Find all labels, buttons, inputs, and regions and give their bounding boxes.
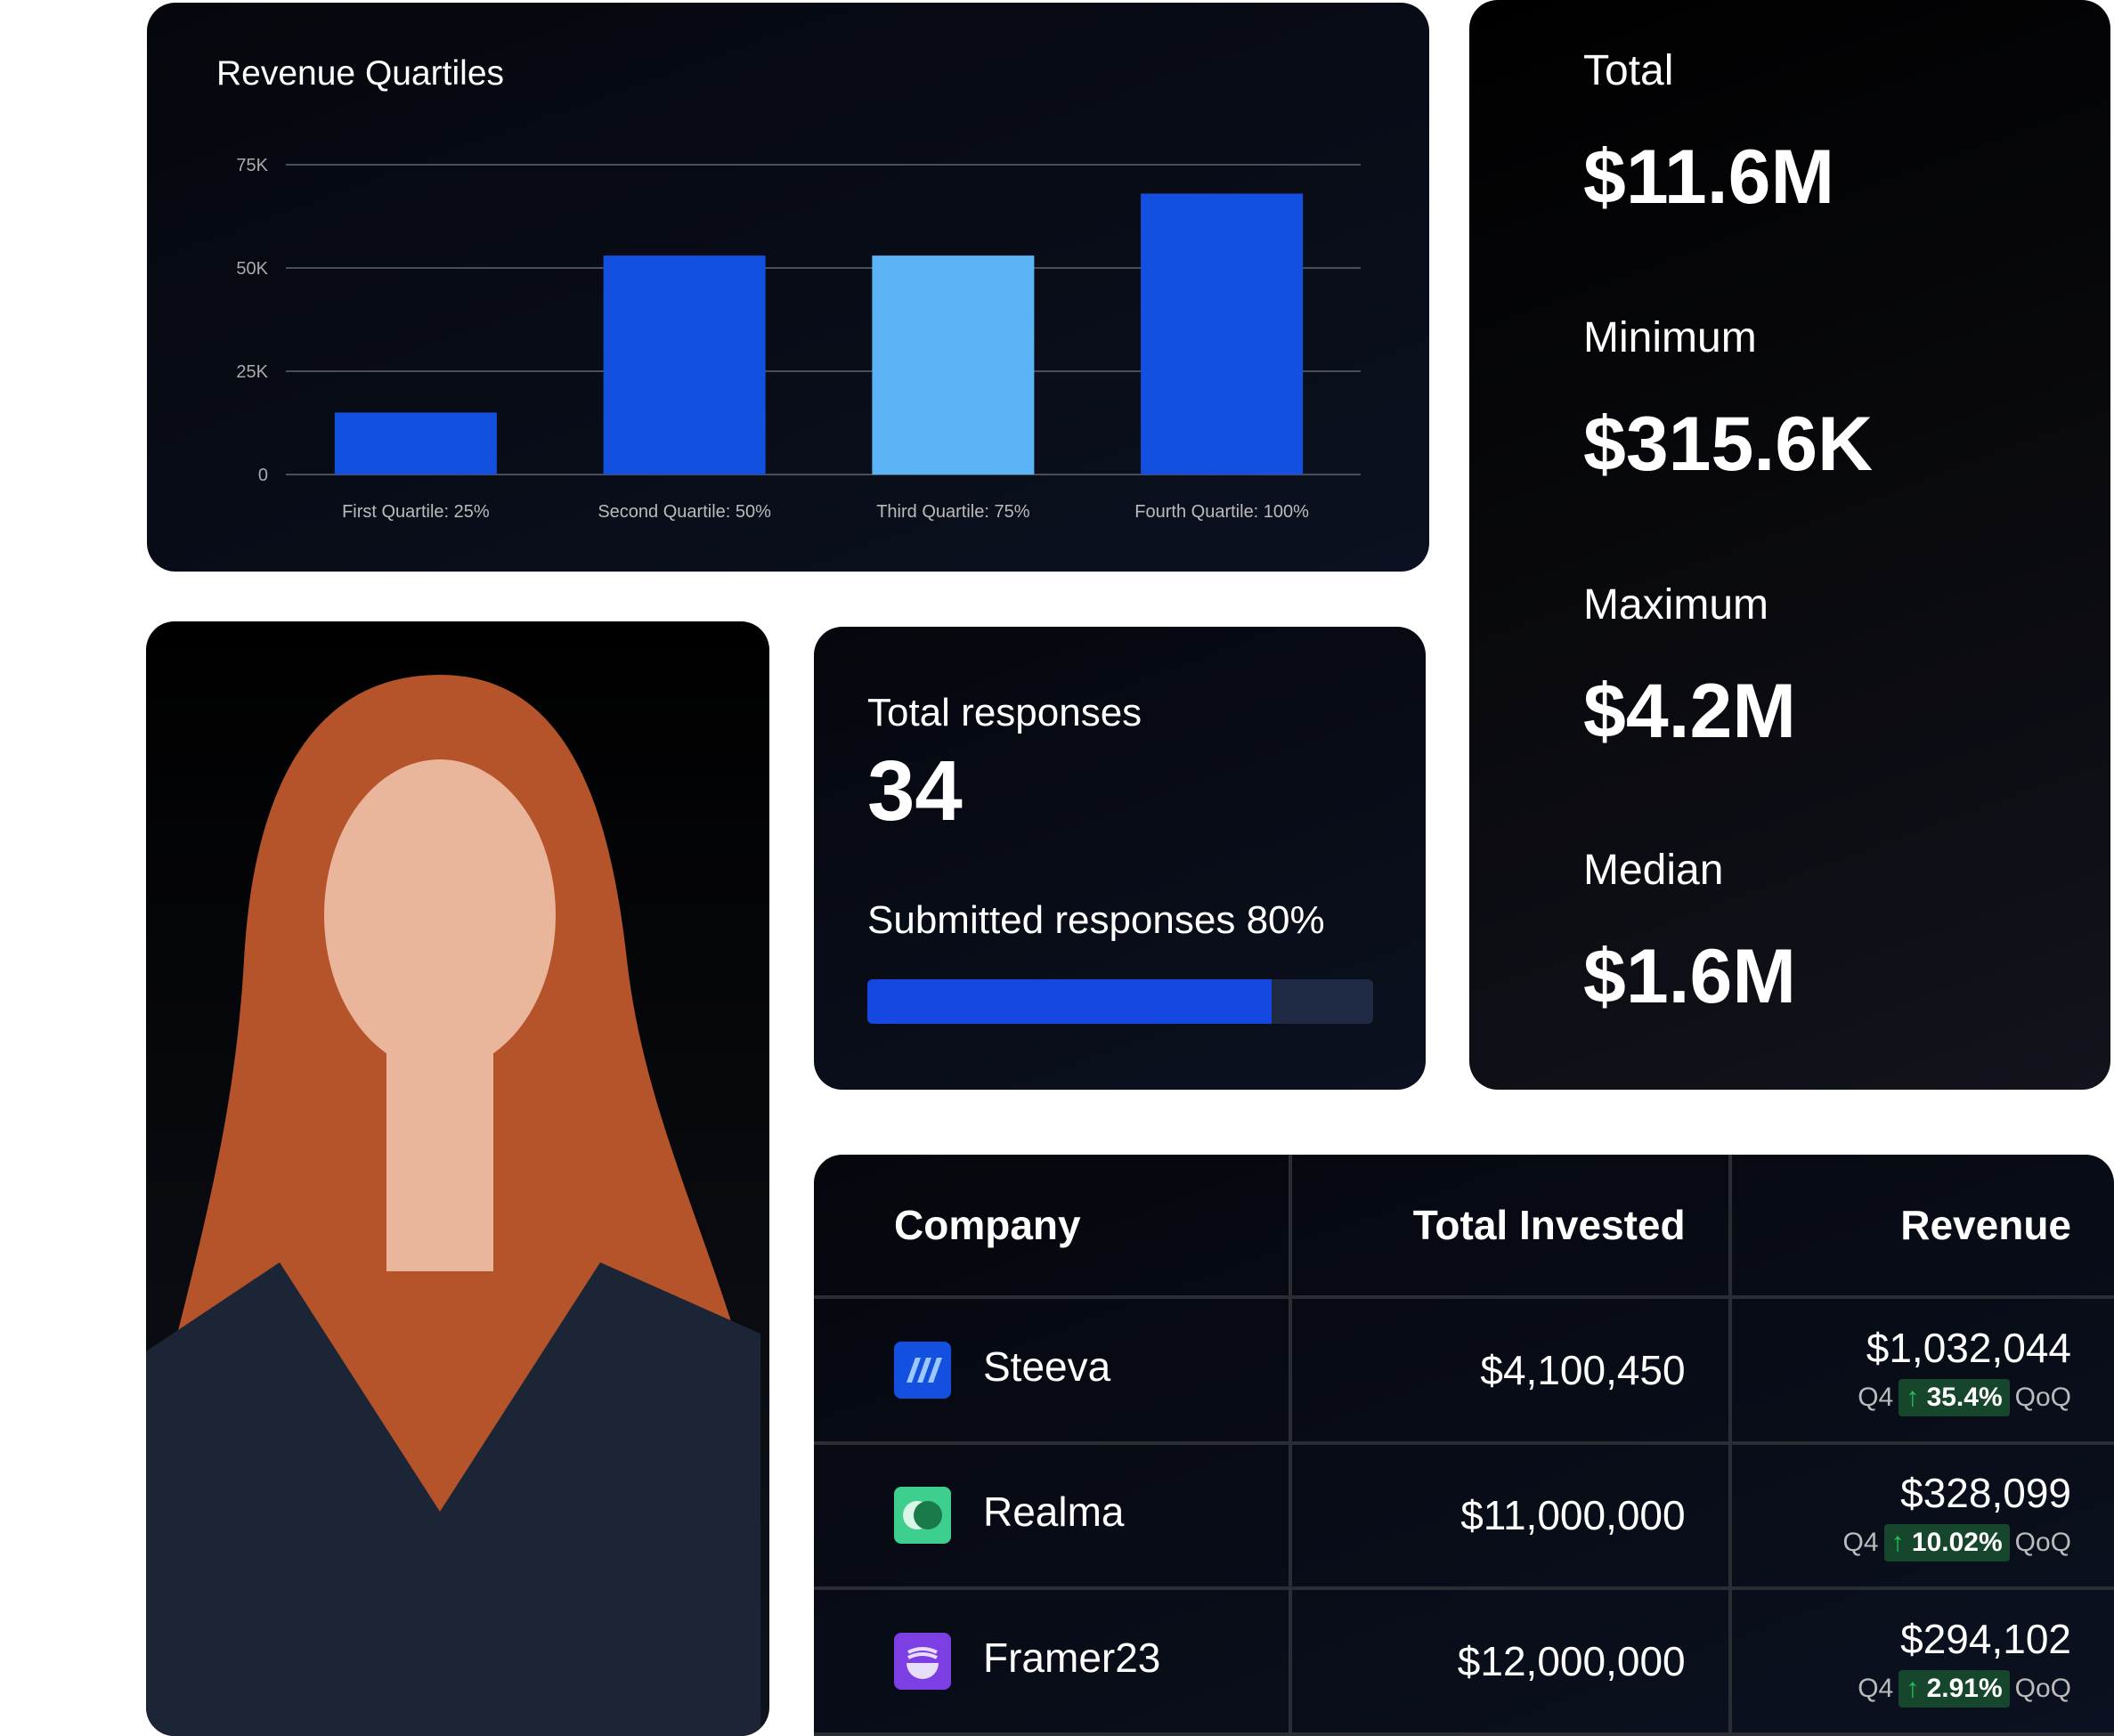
x-tick-label: Fourth Quartile: 100% <box>1134 502 1309 522</box>
revenue-value: $1,032,044 <box>1866 1324 2071 1371</box>
bar-chart: 0 25K 50K 75K First Quartile: 25% Second Quar… <box>236 156 1361 522</box>
y-tick-label: 50K <box>236 259 268 279</box>
progress-fill <box>867 979 1272 1024</box>
company-name: Steeva <box>983 1343 1111 1390</box>
change-badge: ↑ 2.91% <box>1899 1670 2010 1708</box>
responses-card: Total responses 34 Submitted responses 8… <box>814 627 1426 1090</box>
change-value: 35.4% <box>1926 1382 2003 1412</box>
header-total-invested[interactable]: Total Invested <box>1288 1155 1732 1299</box>
period: QoQ <box>2014 1382 2071 1412</box>
total-invested: $12,000,000 <box>1288 1586 1732 1736</box>
stat-value-median: $1.6M <box>1583 934 1797 1019</box>
quarter: Q4 <box>1858 1674 1894 1704</box>
framer23-logo-icon <box>894 1633 951 1691</box>
stat-label-maximum: Maximum <box>1583 581 1769 629</box>
arrow-up-icon: ↑ <box>1890 1528 1905 1558</box>
total-invested: $11,000,000 <box>1288 1440 1732 1591</box>
table-header-row: Company Total Invested Revenue <box>814 1155 2114 1299</box>
x-tick-label: Third Quartile: 75% <box>876 502 1030 522</box>
stat-value-total: $11.6M <box>1583 134 1835 220</box>
revenue-quartiles-card: 0 25K 50K 75K First Quartile: 25% Second Quar… <box>147 3 1429 572</box>
realma-logo-icon <box>894 1487 951 1545</box>
investments-table: Company Total Invested Revenue Steeva $4… <box>814 1155 2114 1736</box>
bar <box>334 412 497 475</box>
period: QoQ <box>2014 1528 2071 1558</box>
revenue-value: $294,102 <box>1900 1616 2071 1663</box>
company-name: Framer23 <box>983 1635 1161 1682</box>
change-value: 2.91% <box>1926 1674 2003 1704</box>
responses-count: 34 <box>867 743 963 839</box>
submitted-progress-bar <box>867 979 1373 1024</box>
x-tick-label: First Quartile: 25% <box>342 502 490 522</box>
revenue-value: $328,099 <box>1900 1470 2071 1517</box>
period: QoQ <box>2014 1674 2071 1704</box>
table-row[interactable]: Framer23 $12,000,000 $294,102 Q4 ↑ 2.91% Q… <box>814 1586 2114 1736</box>
person-silhouette <box>146 675 760 1736</box>
quarter: Q4 <box>1842 1528 1879 1558</box>
x-tick-label: Second Quartile: 50% <box>598 502 771 522</box>
responses-title: Total responses <box>867 691 1142 734</box>
investments-table-card: Company Total Invested Revenue Steeva $4… <box>814 1155 2114 1736</box>
y-tick-label: 75K <box>236 156 268 175</box>
company-name: Realma <box>983 1489 1125 1536</box>
quarter: Q4 <box>1858 1382 1894 1412</box>
stat-value-maximum: $4.2M <box>1583 669 1797 754</box>
stat-value-minimum: $315.6K <box>1583 402 1874 487</box>
header-company[interactable]: Company <box>814 1155 1292 1299</box>
chart-title: Revenue Quartiles <box>216 54 505 93</box>
bar <box>1141 193 1304 475</box>
stat-label-minimum: Minimum <box>1583 314 1757 361</box>
arrow-up-icon: ↑ <box>1906 1674 1920 1704</box>
change-badge: ↑ 35.4% <box>1899 1378 2010 1416</box>
total-invested: $4,100,450 <box>1288 1295 1732 1445</box>
y-tick-label: 0 <box>258 466 268 485</box>
steeva-logo-icon <box>894 1341 951 1399</box>
portrait-photo <box>146 621 769 1736</box>
y-tick-label: 25K <box>236 362 268 382</box>
table-row[interactable]: Steeva $4,100,450 $1,032,044 Q4 ↑ 35.4% Qo… <box>814 1295 2114 1445</box>
stat-label-total: Total <box>1583 47 1674 94</box>
submitted-label: Submitted responses 80% <box>867 898 1325 942</box>
arrow-up-icon: ↑ <box>1906 1382 1920 1412</box>
change-value: 10.02% <box>1911 1528 2003 1558</box>
stats-card: Total $11.6M Minimum $315.6K Maximum $4.… <box>1469 0 2110 1090</box>
header-revenue[interactable]: Revenue <box>1728 1155 2114 1299</box>
bar <box>872 256 1035 475</box>
change-badge: ↑ 10.02% <box>1883 1524 2010 1562</box>
stat-label-median: Median <box>1583 847 1724 894</box>
table-row[interactable]: Realma $11,000,000 $328,099 Q4 ↑ 10.02% Qo… <box>814 1440 2114 1591</box>
bar <box>603 256 766 475</box>
